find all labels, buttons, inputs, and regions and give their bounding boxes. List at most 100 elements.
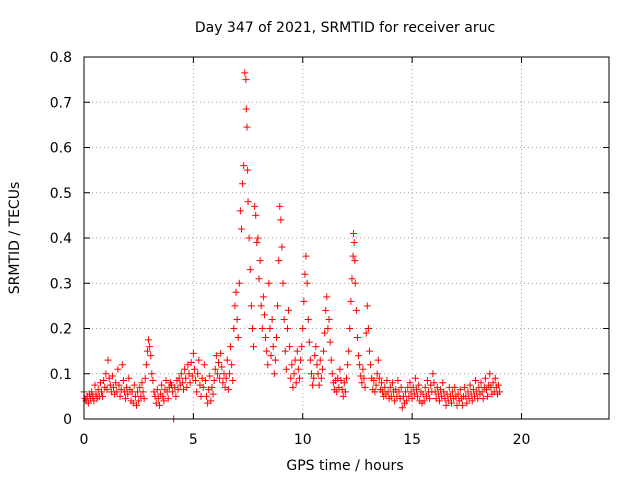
data-point-marker (159, 392, 167, 400)
x-tick-label: 5 (189, 432, 198, 448)
data-point-marker (293, 347, 301, 355)
data-point-marker (246, 266, 254, 274)
data-point-marker (295, 374, 303, 382)
data-point-marker (435, 397, 443, 405)
data-point-marker (275, 257, 283, 265)
data-point-marker (491, 374, 499, 382)
data-point-marker (270, 370, 278, 378)
data-point-marker (203, 392, 210, 400)
data-point-marker (287, 374, 295, 382)
data-point-marker (350, 239, 358, 247)
data-point-marker (383, 377, 391, 385)
data-point-marker (358, 379, 366, 387)
data-point-marker (351, 257, 359, 265)
data-point-marker (300, 297, 308, 305)
data-point-marker (267, 352, 275, 360)
data-point-marker (344, 361, 352, 369)
axis-ticks (83, 56, 609, 420)
data-point-marker (88, 388, 96, 396)
y-tick-label: 0.3 (50, 276, 72, 292)
data-point-marker (310, 374, 318, 382)
data-point-marker (232, 288, 240, 296)
data-point-marker (190, 365, 198, 373)
data-point-marker (231, 302, 239, 310)
data-point-marker (336, 365, 344, 373)
chart-title: Day 347 of 2021, SRMTID for receiver aru… (195, 20, 495, 36)
data-point-marker (241, 69, 249, 77)
y-tick-label: 0.8 (50, 50, 72, 66)
data-point-marker (305, 338, 313, 346)
data-point-marker (164, 395, 172, 403)
data-point-marker (325, 315, 333, 323)
data-point-marker (479, 395, 487, 403)
data-point-marker (406, 379, 414, 387)
data-point-marker (200, 361, 208, 369)
data-point-marker (386, 383, 394, 391)
data-point-marker (484, 392, 492, 400)
x-tick-label: 10 (294, 432, 312, 448)
data-point-marker (302, 252, 310, 260)
x-tick-label: 0 (80, 432, 89, 448)
data-point-marker (141, 374, 149, 382)
data-point-marker (297, 356, 305, 364)
data-point-marker (426, 395, 434, 403)
data-point-marker (268, 315, 276, 323)
data-point-marker (317, 374, 325, 382)
data-point-marker (472, 377, 480, 385)
data-point-marker (448, 399, 455, 407)
data-point-marker (348, 275, 356, 283)
data-point-marker (181, 365, 189, 373)
x-tick-label: 15 (403, 432, 421, 448)
data-point-marker (172, 392, 180, 400)
data-point-marker (327, 356, 335, 364)
data-point-marker (341, 388, 349, 396)
data-point-marker (175, 374, 183, 382)
data-point-marker (303, 279, 311, 287)
data-point-marker (119, 377, 127, 385)
data-point-marker (223, 356, 231, 364)
data-point-marker (288, 361, 296, 369)
data-point-marker (361, 383, 369, 391)
data-point-marker (146, 343, 154, 351)
data-point-marker (454, 390, 462, 398)
data-point-marker (250, 343, 258, 351)
data-point-marker (135, 397, 143, 405)
data-point-marker (215, 358, 223, 366)
data-point-marker (240, 162, 248, 170)
data-point-marker (193, 388, 201, 396)
data-point-marker (439, 379, 447, 387)
data-point-marker (290, 370, 298, 378)
data-point-marker (360, 374, 368, 382)
data-point-marker (245, 234, 253, 242)
data-point-marker (243, 123, 251, 131)
data-point-marker (139, 388, 147, 396)
data-point-marker (136, 383, 144, 391)
data-point-marker (388, 379, 396, 387)
data-point-marker (113, 388, 121, 396)
data-point-marker (130, 381, 138, 389)
data-point-marker (496, 388, 504, 396)
data-point-marker (274, 302, 282, 310)
data-point-marker (292, 379, 300, 387)
data-point-marker (244, 166, 252, 174)
data-point-marker (420, 397, 428, 405)
data-point-marker (423, 377, 431, 385)
data-point-marker (328, 370, 336, 378)
data-point-marker (286, 343, 294, 351)
data-point-marker (148, 370, 156, 378)
data-point-marker (477, 379, 485, 387)
data-point-marker (280, 315, 288, 323)
data-point-marker (285, 306, 293, 314)
data-point-marker (316, 356, 324, 364)
data-point-marker (340, 379, 348, 387)
data-point-marker (218, 363, 226, 371)
data-point-marker (254, 234, 262, 242)
data-point-marker (289, 383, 297, 391)
data-point-marker (208, 383, 216, 391)
data-point-marker (189, 349, 197, 357)
data-point-marker (318, 365, 326, 373)
data-point-marker (309, 381, 317, 389)
data-point-marker (324, 325, 332, 332)
data-point-marker (367, 361, 375, 369)
data-point-marker (481, 374, 489, 382)
